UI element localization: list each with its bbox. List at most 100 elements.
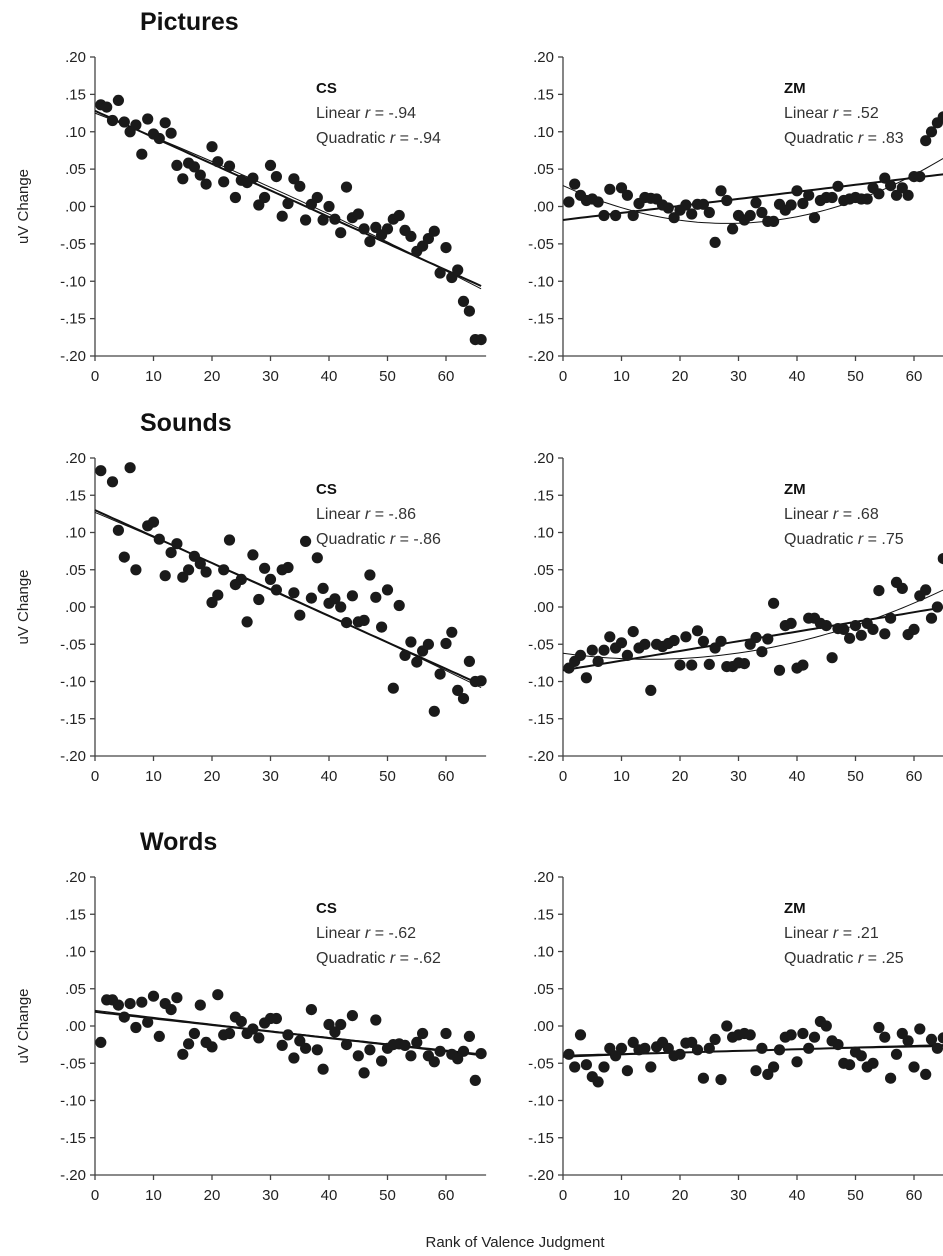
data-point [797, 659, 809, 671]
x-tick-label: 20 [672, 368, 689, 385]
quadratic-r-annotation: Quadratic r = -.62 [316, 950, 441, 967]
y-tick-label: -.05 [528, 1055, 554, 1072]
data-point [721, 194, 733, 207]
data-point [142, 1016, 154, 1028]
data-point [106, 476, 119, 488]
y-tick-label: .20 [533, 49, 554, 66]
x-tick-label: 10 [613, 368, 630, 385]
y-tick-label: -.15 [528, 311, 554, 328]
data-point [288, 1052, 300, 1064]
data-point [574, 649, 587, 662]
x-tick-label: 30 [730, 1187, 747, 1204]
data-point [124, 462, 136, 474]
data-point [112, 524, 124, 536]
data-point [627, 626, 639, 638]
data-point [300, 214, 312, 226]
panel-label: ZM [784, 481, 806, 498]
data-point [457, 693, 470, 705]
data-point [615, 182, 628, 194]
data-point [177, 1048, 189, 1060]
y-tick-label: -.15 [528, 1130, 554, 1147]
data-point [639, 638, 651, 650]
data-point [376, 1055, 388, 1067]
y-tick-label: .05 [533, 562, 554, 579]
y-tick-label: -.20 [60, 348, 86, 365]
data-point [592, 655, 604, 668]
data-point [721, 1020, 733, 1032]
row-title: Words [140, 828, 217, 856]
data-point [680, 631, 692, 643]
data-point [861, 193, 873, 205]
data-point [276, 1039, 288, 1051]
data-point [112, 999, 124, 1011]
data-point [434, 668, 446, 680]
data-point [282, 1029, 294, 1041]
data-point [879, 628, 891, 640]
data-point [768, 597, 780, 609]
data-point [364, 569, 376, 581]
data-point [844, 1059, 856, 1071]
y-tick-label: -.20 [60, 1167, 86, 1184]
data-point [908, 1061, 920, 1073]
y-tick-label: .20 [65, 869, 86, 886]
x-tick-label: 60 [906, 368, 923, 385]
y-tick-label: -.20 [60, 748, 86, 765]
data-point [452, 264, 464, 276]
data-point [323, 1018, 335, 1031]
data-point [101, 101, 113, 113]
x-tick-label: 30 [730, 368, 747, 385]
y-tick-label: -.20 [528, 748, 554, 765]
y-tick-label: -.05 [528, 236, 554, 253]
panel-zm-3: .20 .15 .10 .05 .00 -.05 -.10 -.15 -.20 0 10 20 30 40… [528, 869, 943, 1204]
data-point [188, 550, 200, 562]
data-point [142, 113, 154, 125]
data-point [820, 1020, 832, 1032]
data-point [183, 1038, 195, 1050]
y-tick-label: -.10 [528, 674, 554, 691]
data-point [118, 116, 130, 128]
data-point [803, 1042, 815, 1054]
data-point [885, 612, 897, 624]
data-point [358, 1067, 370, 1079]
data-point [750, 197, 762, 209]
y-tick-label: .00 [65, 199, 86, 216]
data-point [569, 178, 581, 190]
data-point [598, 1061, 610, 1073]
data-point [183, 564, 195, 576]
x-tick-label: 20 [204, 768, 221, 785]
data-point [446, 271, 458, 284]
data-point [744, 1029, 756, 1041]
data-point [697, 1072, 710, 1084]
data-point [756, 646, 768, 658]
row-title: Pictures [140, 8, 239, 36]
data-point [879, 1031, 891, 1043]
y-tick-label: .20 [65, 49, 86, 66]
data-point [709, 236, 721, 248]
data-point [340, 1039, 353, 1051]
data-point [358, 223, 370, 235]
data-point [785, 617, 797, 630]
data-point [95, 465, 107, 477]
linear-r-annotation: Linear r = -.94 [316, 105, 416, 122]
x-tick-label: 10 [613, 1187, 630, 1204]
x-tick-label: 0 [91, 768, 99, 785]
y-tick-label: .15 [65, 487, 86, 504]
data-point [937, 111, 943, 123]
y-tick-label: .00 [533, 199, 554, 216]
data-point [920, 584, 932, 596]
x-tick-label: 30 [730, 768, 747, 785]
y-tick-label: .20 [533, 450, 554, 467]
x-tick-label: 10 [145, 768, 162, 785]
data-point [411, 1036, 423, 1048]
y-tick-label: -.15 [60, 311, 86, 328]
data-point [364, 236, 376, 248]
data-point [247, 172, 259, 184]
quadratic-r-annotation: Quadratic r = -.94 [316, 130, 441, 147]
y-tick-label: .10 [533, 124, 554, 141]
y-tick-label: .05 [65, 161, 86, 178]
x-tick-label: 30 [262, 368, 279, 385]
data-point [147, 516, 160, 528]
quadratic-r-annotation: Quadratic r = .83 [784, 130, 904, 147]
data-point [218, 564, 230, 576]
data-point [808, 1031, 821, 1043]
